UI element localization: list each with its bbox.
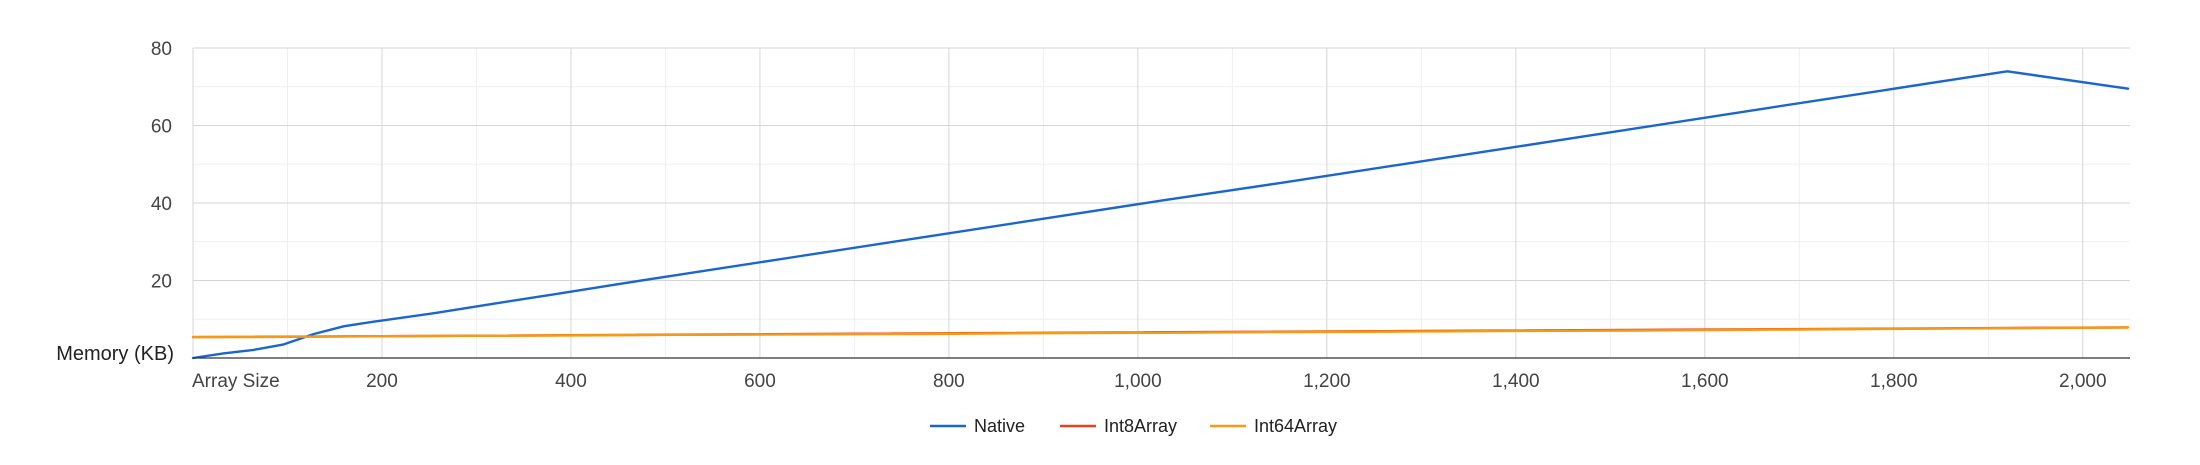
legend-label: Int8Array (1104, 416, 1177, 436)
x-tick-label: 1,400 (1492, 371, 1540, 392)
x-tick-label: 2,000 (2059, 371, 2107, 392)
grid-layer (192, 47, 2130, 358)
y-tick-label: 20 (151, 272, 172, 293)
legend-label: Native (974, 416, 1025, 436)
legend-item-native[interactable]: Native (930, 416, 1025, 436)
x-tick-label: 1,000 (1114, 371, 1162, 392)
y-axis-title: Memory (KB) (56, 343, 174, 365)
x-tick-label: 1,200 (1303, 371, 1351, 392)
series-line-native (191, 70, 2130, 360)
legend: Native Int8Array Int64Array (930, 416, 1337, 436)
x-axis-title: Array Size (192, 371, 280, 392)
x-tick-label: 400 (555, 371, 587, 392)
y-tick-label: 40 (151, 194, 172, 215)
x-tick-label: 1,600 (1681, 371, 1729, 392)
legend-label: Int64Array (1254, 416, 1337, 436)
y-tick-label: 80 (151, 39, 172, 60)
x-tick-label: 600 (744, 371, 776, 392)
series-line-int64array (191, 326, 2130, 339)
axis-layer: Memory (KB) Array Size 20 40 60 80 200 400 600… (56, 39, 2130, 392)
x-tick-label: 1,800 (1870, 371, 1918, 392)
series-layer (191, 70, 2130, 360)
x-tick-label: 800 (933, 371, 965, 392)
y-tick-label: 60 (151, 117, 172, 138)
x-tick-label: 200 (366, 371, 398, 392)
legend-item-int64array[interactable]: Int64Array (1210, 416, 1337, 436)
legend-item-int8array[interactable]: Int8Array (1060, 416, 1177, 436)
